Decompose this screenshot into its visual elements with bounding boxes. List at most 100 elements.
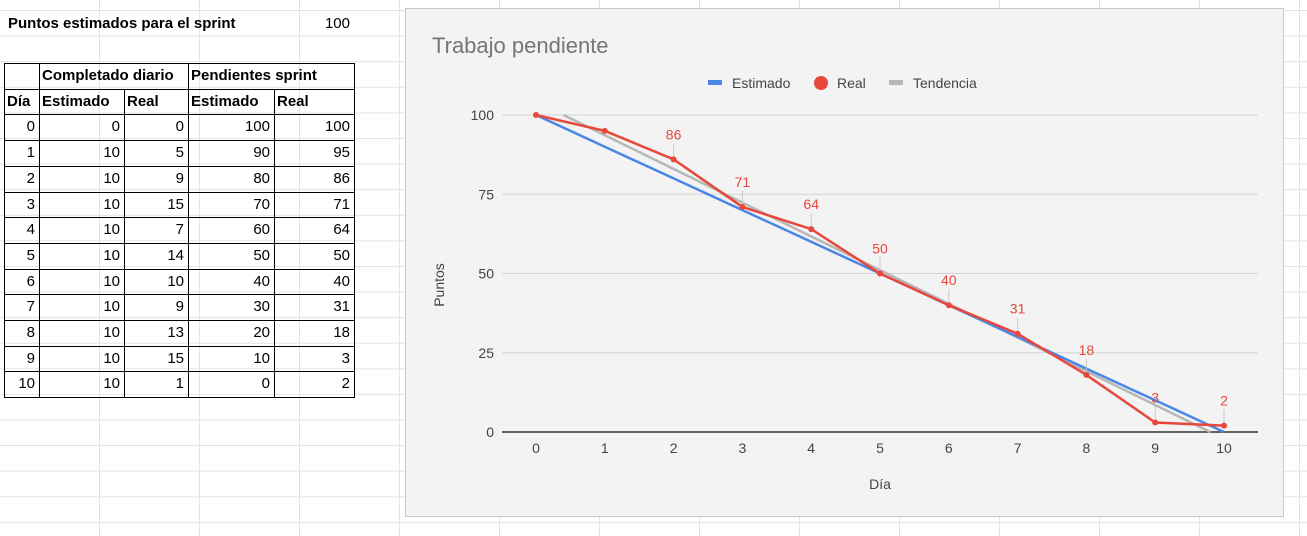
table-cell[interactable]: 8 [26, 324, 35, 341]
table-cell[interactable]: 15 [167, 349, 184, 367]
x-tick-label: 10 [1216, 440, 1232, 456]
table-cell[interactable]: 0 [261, 375, 270, 393]
data-point-real[interactable] [739, 203, 746, 210]
data-point-real[interactable] [533, 112, 539, 118]
col-header[interactable]: Real [127, 92, 159, 110]
data-point-real[interactable] [1221, 422, 1227, 429]
table-cell[interactable]: 1 [26, 144, 35, 162]
table-cell[interactable]: 10 [103, 324, 120, 341]
table-cell[interactable]: 10 [253, 349, 270, 367]
table-cell[interactable]: 31 [333, 298, 350, 316]
table-cell[interactable]: 70 [253, 195, 270, 213]
x-tick-label: 2 [670, 440, 678, 456]
table-cell[interactable]: 0 [111, 118, 120, 136]
group-header-completed[interactable]: Completado diario [42, 67, 174, 84]
col-header[interactable]: Estimado [191, 92, 259, 110]
table-cell[interactable]: 9 [175, 169, 184, 187]
table-cell[interactable]: 10 [103, 349, 120, 367]
table-cell[interactable]: 95 [333, 144, 350, 162]
table-border [4, 89, 355, 90]
table-cell[interactable]: 80 [253, 169, 270, 187]
col-header[interactable]: Real [277, 92, 309, 110]
data-label: 18 [1079, 342, 1095, 358]
table-cell[interactable]: 50 [333, 246, 350, 264]
data-point-real[interactable] [1083, 371, 1090, 378]
table-cell[interactable]: 10 [103, 195, 120, 213]
data-point-real[interactable] [1152, 419, 1159, 426]
legend-label[interactable]: Real [837, 75, 866, 91]
table-cell[interactable]: 6 [26, 272, 35, 290]
table-cell[interactable]: 7 [175, 221, 184, 239]
table-cell[interactable]: 0 [26, 118, 35, 136]
table-cell[interactable]: 18 [333, 324, 350, 341]
table-border [188, 63, 189, 398]
col-header[interactable]: Estimado [42, 92, 110, 110]
table-cell[interactable]: 1 [175, 375, 184, 393]
legend-label[interactable]: Tendencia [913, 75, 977, 91]
data-point-real[interactable] [601, 127, 608, 134]
table-cell[interactable]: 13 [167, 324, 184, 341]
data-point-real[interactable] [1014, 330, 1021, 337]
table-cell[interactable]: 10 [103, 272, 120, 290]
table-cell[interactable]: 5 [26, 246, 35, 264]
table-cell[interactable]: 9 [175, 298, 184, 316]
table-cell[interactable]: 10 [103, 221, 120, 239]
y-tick-label: 0 [486, 424, 494, 440]
table-cell[interactable]: 15 [167, 195, 184, 213]
table-cell[interactable]: 0 [175, 118, 184, 136]
table-cell[interactable]: 100 [244, 118, 270, 136]
legend-swatch [889, 80, 903, 85]
table-cell[interactable]: 20 [253, 324, 270, 341]
group-header-remaining[interactable]: Pendientes sprint [191, 67, 317, 84]
table-cell[interactable]: 2 [26, 169, 35, 187]
legend-swatch [708, 80, 722, 85]
table-border [4, 217, 355, 218]
table-cell[interactable]: 7 [26, 298, 35, 316]
table-cell[interactable]: 3 [26, 195, 35, 213]
col-header[interactable]: Día [7, 92, 31, 110]
sprint-points-label[interactable]: Puntos estimados para el sprint [8, 15, 236, 32]
data-label: 64 [803, 196, 819, 212]
table-cell[interactable]: 40 [333, 272, 350, 290]
series-line-tendencia [562, 113, 1211, 434]
y-axis-title: Puntos [431, 263, 447, 307]
table-cell[interactable]: 71 [333, 195, 350, 213]
data-point-real[interactable] [808, 226, 815, 233]
table-cell[interactable]: 64 [333, 221, 350, 239]
table-cell[interactable]: 10 [103, 298, 120, 316]
data-label: 40 [941, 272, 957, 288]
table-cell[interactable]: 10 [167, 272, 184, 290]
table-cell[interactable]: 14 [167, 246, 184, 264]
table-cell[interactable]: 86 [333, 169, 350, 187]
table-cell[interactable]: 40 [253, 272, 270, 290]
chart-panel[interactable]: Trabajo pendiente Estimado Real Tendencia … [405, 8, 1284, 517]
table-cell[interactable]: 5 [175, 144, 184, 162]
table-cell[interactable]: 30 [253, 298, 270, 316]
table-cell[interactable]: 10 [18, 375, 35, 393]
table-cell[interactable]: 4 [26, 221, 35, 239]
sprint-points-value[interactable]: 100 [324, 15, 350, 32]
table-cell[interactable]: 90 [253, 144, 270, 162]
table-border [4, 192, 355, 193]
table-cell[interactable]: 50 [253, 246, 270, 264]
chart-legend[interactable]: Estimado Real Tendencia [708, 75, 977, 91]
table-border [4, 114, 355, 115]
table-cell[interactable]: 60 [253, 221, 270, 239]
data-label: 86 [666, 126, 682, 142]
table-cell[interactable]: 2 [341, 375, 350, 393]
table-cell[interactable]: 100 [324, 118, 350, 136]
table-cell[interactable]: 10 [103, 144, 120, 162]
table-cell[interactable]: 9 [26, 349, 35, 367]
legend-label[interactable]: Estimado [732, 75, 791, 91]
table-cell[interactable]: 10 [103, 246, 120, 264]
table-cell[interactable]: 10 [103, 375, 120, 393]
table-border [39, 63, 40, 398]
burndown-chart[interactable]: Trabajo pendiente Estimado Real Tendencia … [406, 9, 1283, 516]
data-point-real[interactable] [877, 270, 883, 277]
table-cell[interactable]: 3 [341, 349, 350, 367]
data-point-real[interactable] [670, 156, 677, 163]
table-cell[interactable]: 10 [103, 169, 120, 187]
y-tick-label: 75 [478, 186, 494, 202]
x-axis-ticks: 0 1 2 3 4 5 6 7 8 9 10 [532, 440, 1232, 456]
data-point-real[interactable] [945, 302, 952, 309]
